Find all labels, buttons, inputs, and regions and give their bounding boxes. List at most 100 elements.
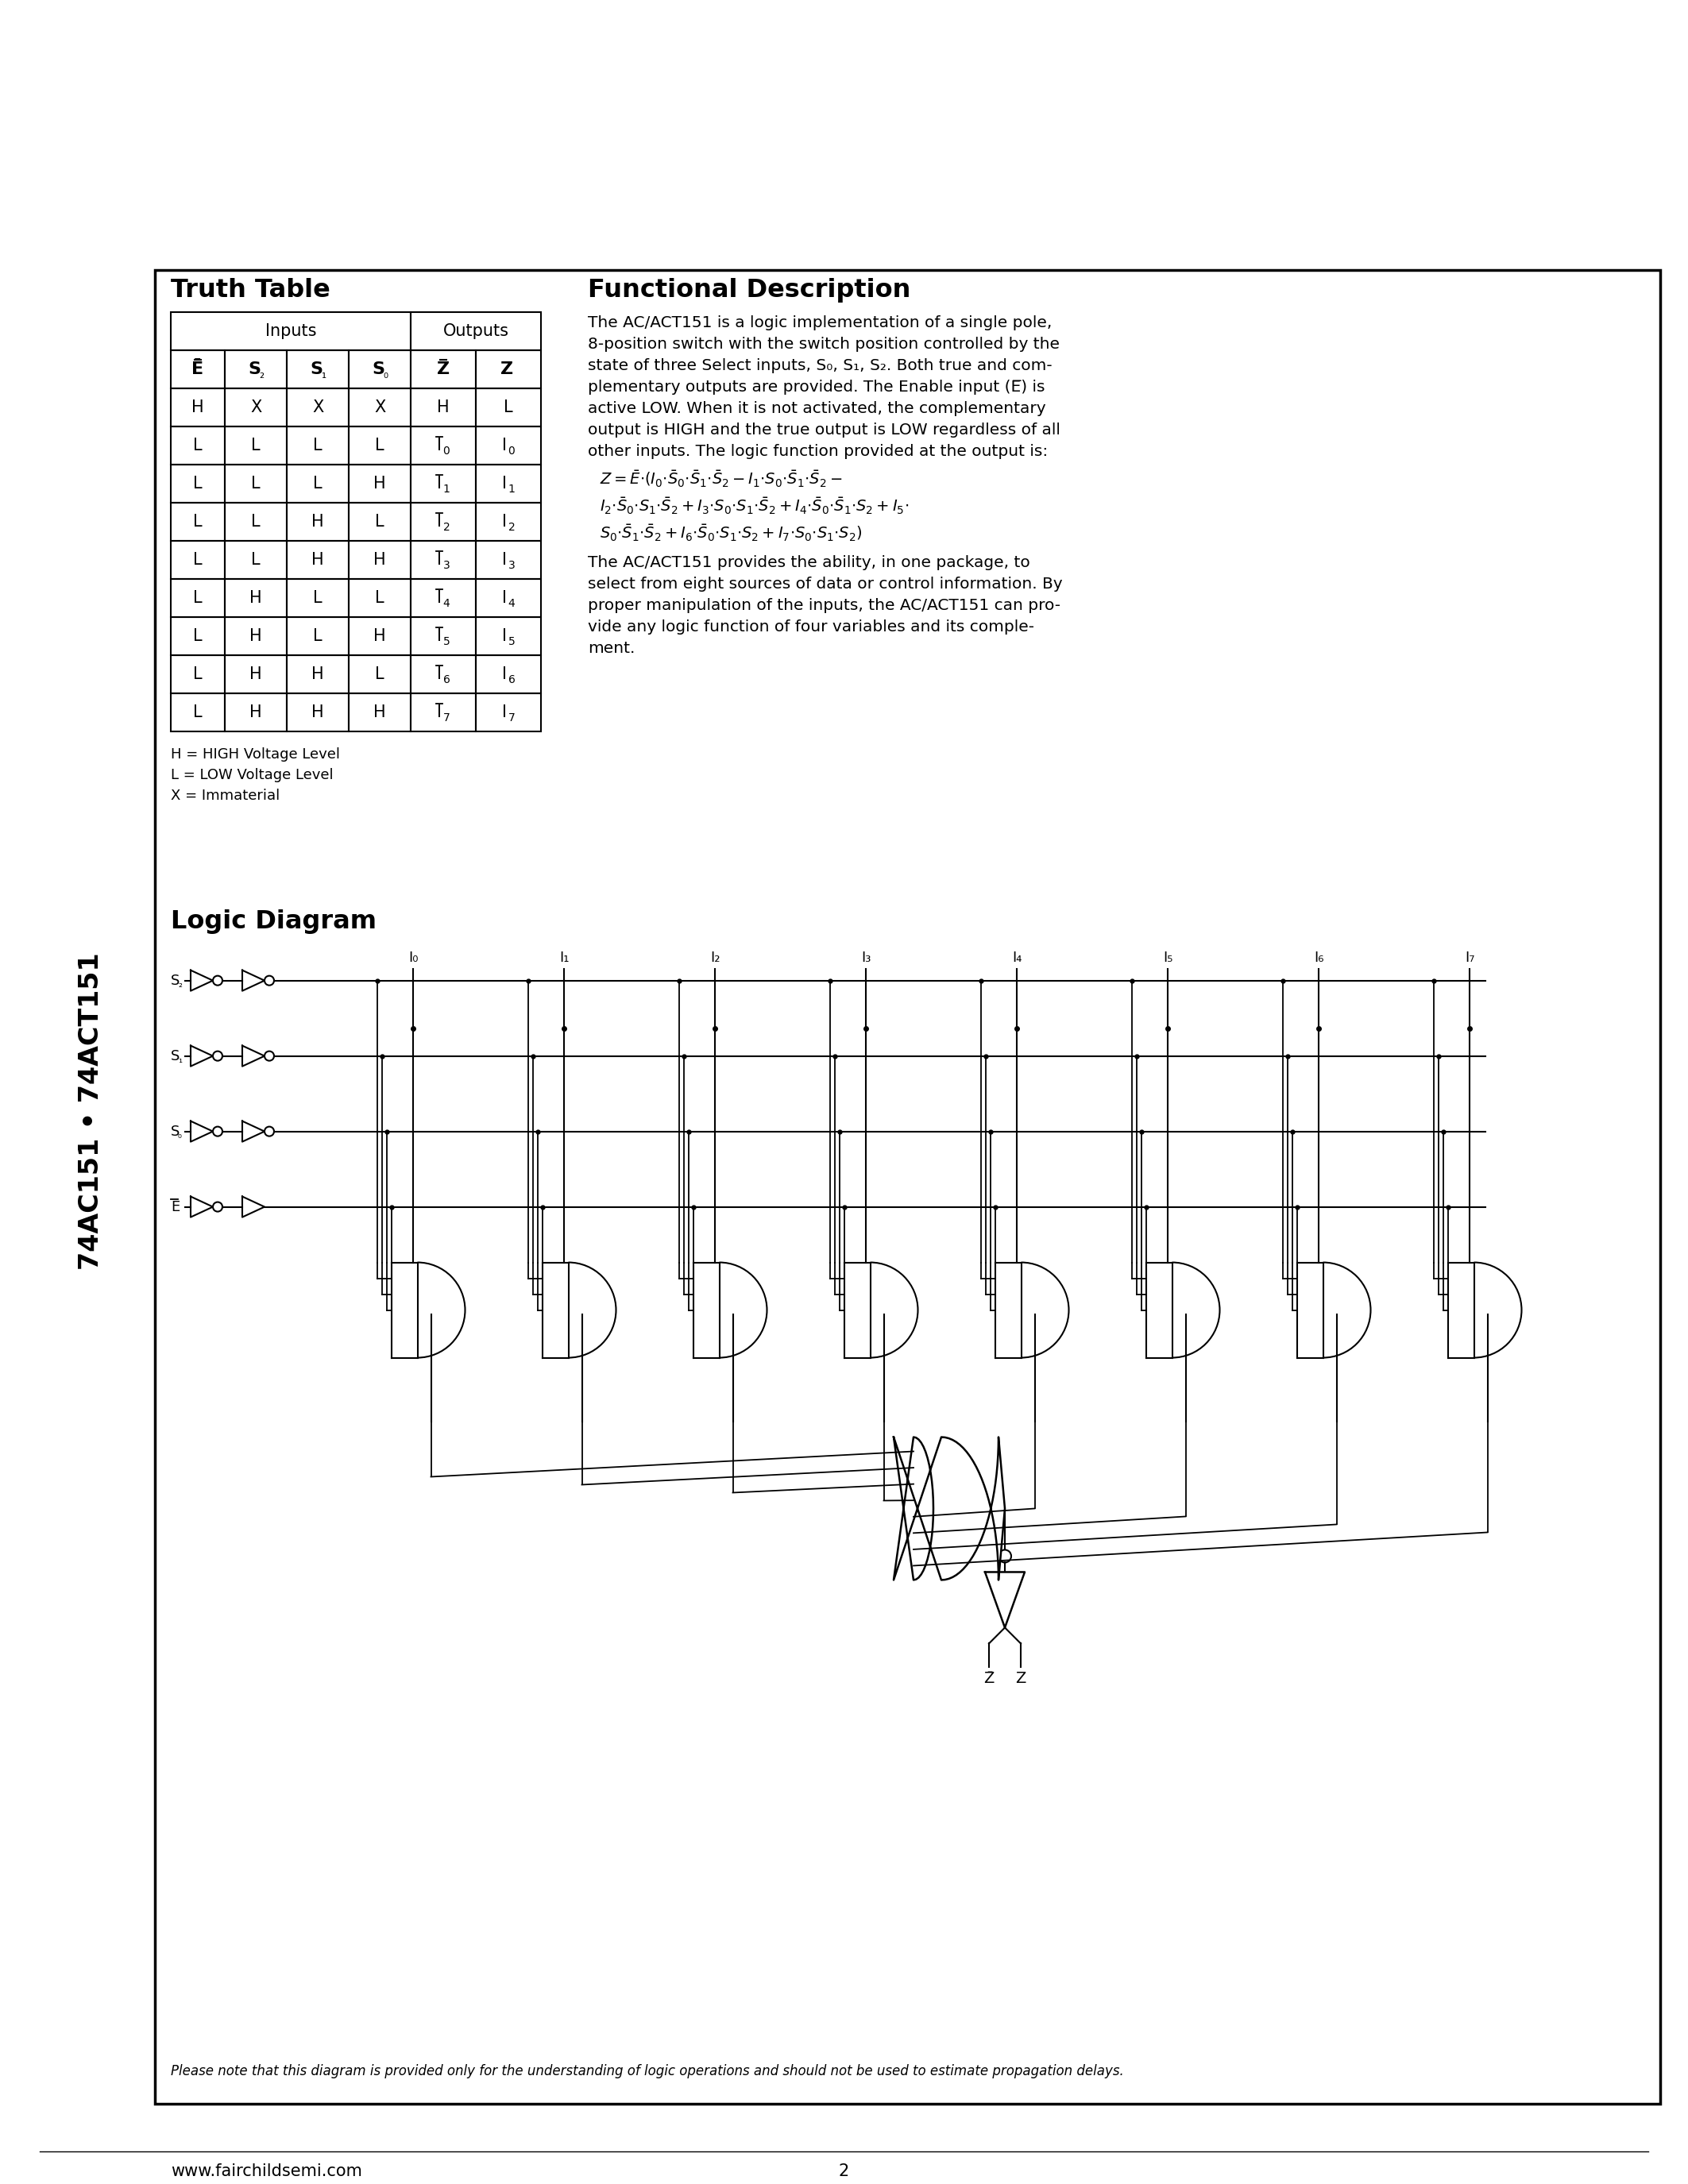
- Text: I: I: [437, 629, 442, 644]
- Bar: [349, 542, 410, 579]
- Text: 7: 7: [508, 712, 515, 723]
- Text: 1: 1: [508, 483, 515, 494]
- Bar: [349, 426, 410, 465]
- Circle shape: [213, 1201, 223, 1212]
- Polygon shape: [243, 970, 265, 992]
- Bar: [287, 655, 349, 692]
- Bar: [170, 312, 410, 349]
- Text: $S_0{\cdot}\bar{S}_1{\cdot}\bar{S}_2+I_6{\cdot}\bar{S}_0{\cdot}S_1{\cdot}S_2+I_7: $S_0{\cdot}\bar{S}_1{\cdot}\bar{S}_2+I_6…: [599, 524, 863, 544]
- Text: S: S: [170, 1048, 181, 1064]
- Text: H: H: [312, 703, 324, 721]
- Text: S: S: [371, 360, 385, 378]
- Text: ment.: ment.: [587, 640, 635, 655]
- Text: Inputs: Inputs: [265, 323, 316, 339]
- Bar: [349, 655, 410, 692]
- Text: Z: Z: [1016, 1671, 1026, 1686]
- Text: I: I: [501, 476, 506, 491]
- Bar: [410, 655, 476, 692]
- Polygon shape: [191, 970, 213, 992]
- Text: I: I: [437, 437, 442, 454]
- Text: L: L: [252, 476, 260, 491]
- Text: L: L: [314, 476, 322, 491]
- Bar: [287, 542, 349, 579]
- Text: Z̄: Z̄: [984, 1671, 994, 1686]
- Text: L: L: [375, 666, 385, 681]
- Text: Z: Z: [500, 360, 513, 378]
- Text: I: I: [501, 590, 506, 605]
- Text: ₁: ₁: [177, 1055, 182, 1066]
- Text: The AC/ACT151 is a logic implementation of a single pole,: The AC/ACT151 is a logic implementation …: [587, 314, 1052, 330]
- Text: 8-position switch with the switch position controlled by the: 8-position switch with the switch positi…: [587, 336, 1060, 352]
- Text: 0: 0: [442, 446, 451, 456]
- Text: S: S: [170, 1125, 181, 1138]
- Text: Functional Description: Functional Description: [587, 277, 910, 304]
- Bar: [155, 271, 1661, 2103]
- Bar: [410, 542, 476, 579]
- Text: I: I: [501, 513, 506, 529]
- Text: I₄: I₄: [1011, 950, 1021, 965]
- Text: L: L: [192, 513, 203, 529]
- Bar: [410, 426, 476, 465]
- Text: L: L: [192, 703, 203, 721]
- Bar: [410, 502, 476, 542]
- Text: L: L: [503, 400, 513, 415]
- Bar: [410, 349, 476, 389]
- Text: $I_2{\cdot}\bar{S}_0{\cdot}S_1{\cdot}\bar{S}_2+I_3{\cdot}S_0{\cdot}S_1{\cdot}\ba: $I_2{\cdot}\bar{S}_0{\cdot}S_1{\cdot}\ba…: [599, 496, 908, 515]
- Polygon shape: [893, 1437, 1004, 1579]
- Bar: [476, 692, 540, 732]
- Text: Ē: Ē: [192, 360, 204, 378]
- Text: I: I: [501, 437, 506, 454]
- Text: L: L: [192, 629, 203, 644]
- Bar: [170, 389, 225, 426]
- Bar: [225, 655, 287, 692]
- Polygon shape: [191, 1197, 213, 1216]
- Bar: [170, 616, 225, 655]
- Text: 5: 5: [442, 636, 451, 646]
- Text: I₃: I₃: [861, 950, 871, 965]
- Text: X: X: [250, 400, 262, 415]
- Bar: [170, 502, 225, 542]
- Bar: [225, 349, 287, 389]
- Text: output is HIGH and the true output is LOW regardless of all: output is HIGH and the true output is LO…: [587, 422, 1060, 437]
- Text: ₂: ₂: [177, 978, 182, 989]
- Bar: [287, 502, 349, 542]
- Bar: [476, 616, 540, 655]
- Bar: [349, 349, 410, 389]
- Text: ₀: ₀: [383, 369, 388, 380]
- Bar: [225, 692, 287, 732]
- Circle shape: [265, 1127, 273, 1136]
- Text: H: H: [312, 553, 324, 568]
- Bar: [287, 349, 349, 389]
- Text: H: H: [250, 703, 262, 721]
- Text: X: X: [375, 400, 385, 415]
- Text: S: S: [248, 360, 260, 378]
- Bar: [225, 542, 287, 579]
- Text: X: X: [312, 400, 324, 415]
- Bar: [476, 426, 540, 465]
- Bar: [225, 389, 287, 426]
- Text: H: H: [373, 703, 387, 721]
- Text: L: L: [252, 553, 260, 568]
- Text: plementary outputs are provided. The Enable input (E̅) is: plementary outputs are provided. The Ena…: [587, 380, 1045, 395]
- Text: I: I: [437, 703, 442, 721]
- Bar: [476, 502, 540, 542]
- Polygon shape: [191, 1046, 213, 1066]
- Bar: [170, 655, 225, 692]
- Bar: [476, 349, 540, 389]
- Text: H: H: [373, 553, 387, 568]
- Bar: [225, 502, 287, 542]
- Bar: [476, 542, 540, 579]
- Bar: [349, 692, 410, 732]
- Polygon shape: [243, 1197, 265, 1216]
- Text: I₆: I₆: [1313, 950, 1323, 965]
- Text: The AC/ACT151 provides the ability, in one package, to: The AC/ACT151 provides the ability, in o…: [587, 555, 1030, 570]
- Text: 6: 6: [508, 675, 515, 686]
- Bar: [287, 692, 349, 732]
- Text: ₁: ₁: [321, 369, 326, 380]
- Text: H: H: [437, 400, 449, 415]
- Bar: [225, 465, 287, 502]
- Text: H: H: [250, 629, 262, 644]
- Polygon shape: [243, 1120, 265, 1142]
- Bar: [349, 465, 410, 502]
- Text: 2: 2: [839, 2164, 849, 2180]
